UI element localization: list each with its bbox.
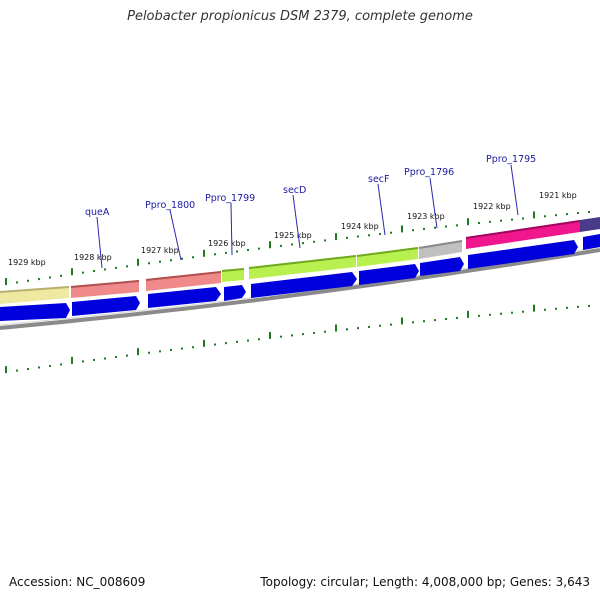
cds-arrow[interactable]: [359, 264, 419, 285]
feature-block-Ppro_1800-top: [146, 271, 221, 281]
gene-label-line-Ppro_1800: [169, 209, 182, 261]
feature-block-Ppro_1800[interactable]: [146, 271, 221, 291]
cds-arrow[interactable]: [148, 287, 221, 308]
cds-arrow[interactable]: [420, 257, 464, 276]
gene-label-Ppro_1799[interactable]: Ppro_1799: [205, 193, 255, 204]
gene-label-line-secD: [292, 194, 301, 249]
genome-backbone: [0, 248, 600, 330]
gene-label-Ppro_1796[interactable]: Ppro_1796: [404, 167, 454, 178]
feature-block-secF-top: [357, 247, 418, 257]
cds-arrow[interactable]: [224, 285, 246, 301]
kbp-label-1929: 1929 kbp: [8, 258, 46, 267]
kbp-label-1922: 1922 kbp: [473, 202, 511, 211]
kbp-label-1921: 1921 kbp: [539, 191, 577, 200]
feature-block-Ppro_1799-top: [222, 268, 244, 272]
kbp-label-1925: 1925 kbp: [274, 231, 312, 240]
feature-block-secD[interactable]: [249, 255, 356, 279]
gene-label-Ppro_1800[interactable]: Ppro_1800: [145, 200, 195, 211]
feature-block-unnamed-right[interactable]: [580, 217, 600, 232]
kbp-label-1927: 1927 kbp: [141, 246, 179, 255]
cds-arrow[interactable]: [583, 234, 600, 250]
gene-label-line-Ppro_1795: [510, 164, 519, 216]
cds-arrow[interactable]: [72, 296, 140, 316]
feature-block-unnamed-left-top: [0, 286, 69, 293]
gene-label-secD[interactable]: secD: [283, 185, 306, 196]
feature-block-secD-top: [249, 255, 356, 269]
kbp-label-1926: 1926 kbp: [208, 239, 246, 248]
feature-block-Ppro_1796[interactable]: [419, 240, 462, 259]
gene-label-Ppro_1795[interactable]: Ppro_1795: [486, 154, 536, 165]
cds-arrow[interactable]: [251, 272, 357, 298]
gene-label-secF[interactable]: secF: [368, 174, 389, 185]
feature-block-secF[interactable]: [357, 247, 418, 267]
feature-block-Ppro_1795-top: [466, 220, 580, 239]
feature-block-queA-top: [71, 280, 139, 288]
outer-tick-row: [5, 211, 590, 286]
kbp-label-1923: 1923 kbp: [407, 212, 445, 221]
map-title: Pelobacter propionicus DSM 2379, complet…: [127, 9, 473, 24]
cds-arrow[interactable]: [468, 240, 578, 269]
feature-block-Ppro_1795[interactable]: [466, 220, 580, 249]
inner-tick-row: [5, 304, 590, 374]
gene-label-line-Ppro_1796: [429, 177, 438, 229]
kbp-label-1928: 1928 kbp: [74, 253, 112, 262]
cds-arrow[interactable]: [0, 303, 70, 321]
kbp-label-1924: 1924 kbp: [341, 222, 379, 231]
accession-text: Accession: NC_008609: [9, 575, 146, 589]
gene-label-line-queA: [96, 216, 103, 269]
gene-label-line-secF: [377, 183, 386, 236]
gene-label-queA[interactable]: queA: [85, 207, 110, 218]
genome-summary-text: Topology: circular; Length: 4,008,000 bp…: [260, 575, 590, 589]
gene-label-line-Ppro_1799: [230, 202, 233, 256]
feature-block-Ppro_1796-top: [419, 240, 462, 249]
